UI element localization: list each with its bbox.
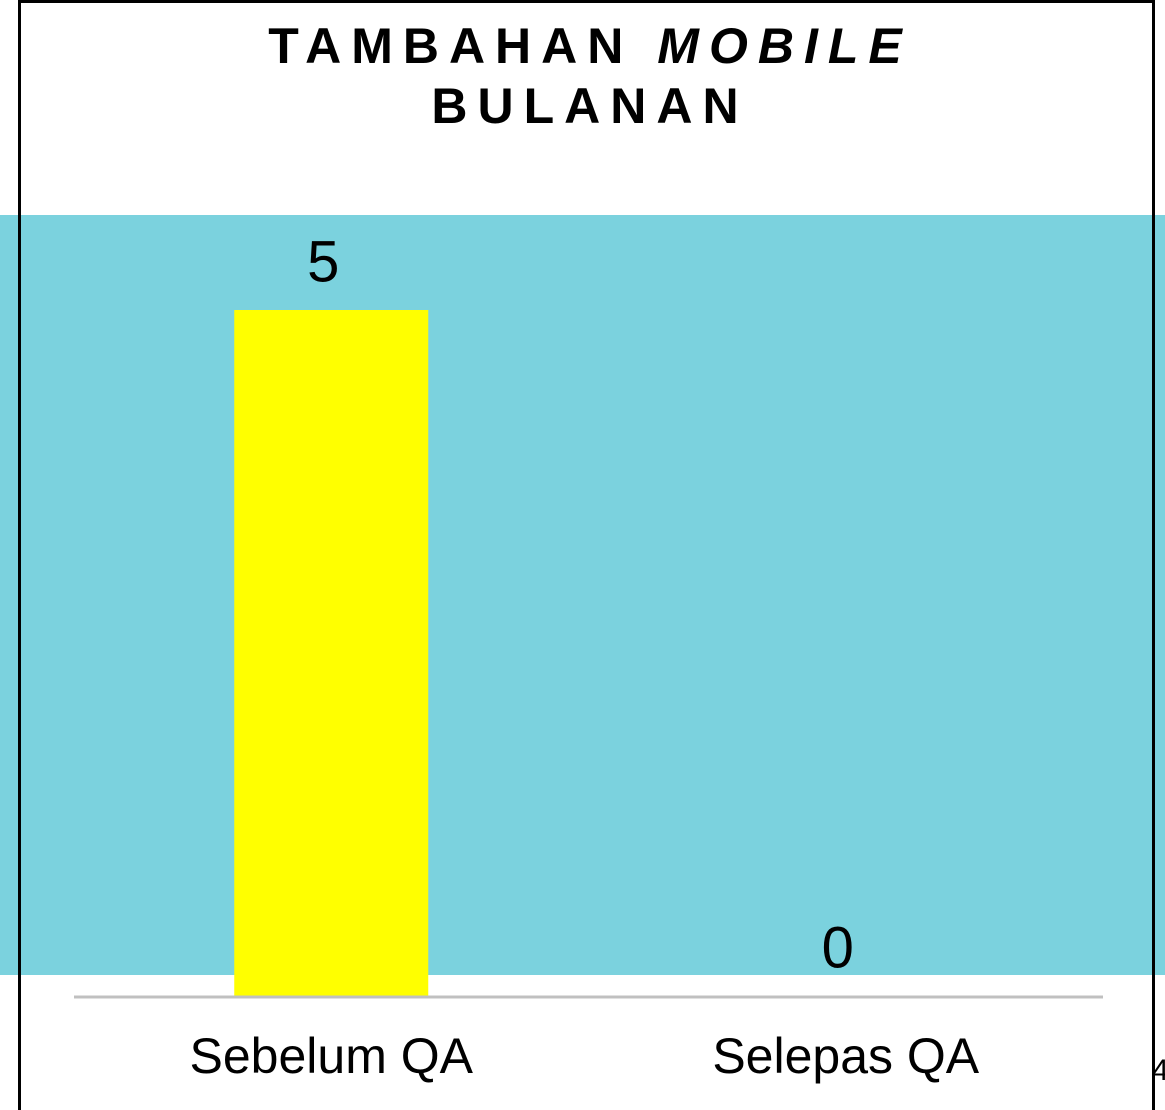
title-part: MOBILE (657, 18, 911, 74)
page-number: 4 (1152, 1054, 1165, 1087)
plot-background (0, 215, 1165, 975)
chart-title: TAMBAHAN MOBILE (268, 18, 911, 74)
value-label: 5 (307, 229, 339, 294)
title-part: TAMBAHAN (268, 18, 633, 74)
frame (18, 0, 1155, 1110)
x-tick-label: Sebelum QA (190, 1028, 474, 1084)
chart-title: BULANAN (431, 78, 748, 134)
value-label: 0 (822, 915, 854, 980)
x-tick-label: Selepas QA (712, 1028, 979, 1084)
bar (234, 310, 429, 996)
